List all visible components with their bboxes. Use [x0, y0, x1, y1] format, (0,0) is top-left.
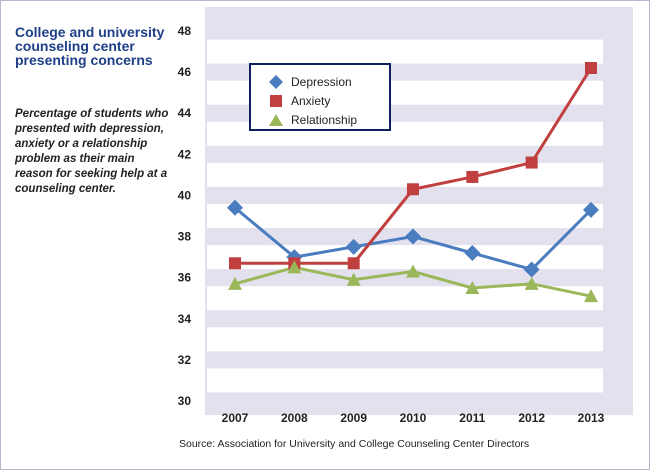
- grid-stripe: [207, 368, 603, 393]
- data-point-anxiety: [229, 257, 241, 270]
- grid-stripe: [207, 327, 603, 352]
- data-point-relationship: [406, 264, 420, 278]
- legend-item: Anxiety: [265, 91, 389, 110]
- y-tick-label: 44: [178, 106, 192, 120]
- data-point-anxiety: [466, 170, 479, 183]
- data-point-depression: [464, 245, 481, 261]
- x-tick-label: 2010: [400, 411, 427, 425]
- grid-stripe: [207, 39, 603, 64]
- y-axis: 30 32 34 36 38 40 42 44 46 48: [178, 24, 192, 408]
- x-tick-label: 2009: [340, 411, 367, 425]
- x-tick-label: 2008: [281, 411, 308, 425]
- x-tick-label: 2011: [459, 411, 485, 425]
- square-marker-icon: [270, 94, 282, 107]
- plot-area: 30 32 34 36 38 40 42 44 46 48 2007 2008 2009 2010 201…: [178, 7, 633, 425]
- y-tick-label: 34: [178, 312, 192, 326]
- source-note: Source: Association for University and C…: [179, 438, 530, 450]
- data-point-depression: [583, 201, 599, 218]
- x-axis: 2007 2008 2009 2010 2011 2012 2013: [222, 411, 605, 425]
- legend-label: Anxiety: [291, 93, 331, 108]
- diamond-marker-icon: [269, 74, 283, 89]
- data-point-relationship: [228, 276, 242, 290]
- data-point-anxiety: [347, 257, 360, 270]
- data-point-depression: [227, 199, 243, 216]
- data-point-relationship: [524, 276, 539, 290]
- chart-title: College and university counseling center…: [15, 24, 165, 68]
- data-point-relationship: [346, 272, 361, 286]
- data-point-anxiety: [407, 183, 419, 196]
- data-point-depression: [345, 238, 362, 255]
- y-tick-label: 32: [178, 353, 192, 367]
- legend: Depression Anxiety Relationship: [249, 63, 391, 131]
- triangle-marker-icon: [269, 113, 283, 126]
- x-tick-label: 2013: [578, 411, 605, 425]
- y-tick-label: 30: [178, 394, 192, 408]
- x-tick-label: 2007: [222, 411, 249, 425]
- y-tick-label: 40: [178, 188, 192, 202]
- chart-subtitle: Percentage of students who presented wit…: [15, 108, 169, 195]
- data-point-relationship: [287, 260, 302, 274]
- y-tick-label: 46: [178, 65, 192, 79]
- series-markers: [227, 62, 599, 303]
- grid-stripe: [207, 286, 603, 311]
- legend-label: Relationship: [291, 112, 358, 127]
- y-tick-label: 42: [178, 147, 192, 161]
- y-tick-label: 38: [178, 230, 192, 244]
- legend-item: Depression: [265, 72, 389, 91]
- data-point-anxiety: [585, 62, 597, 74]
- data-point-depression: [405, 228, 421, 245]
- grid-stripe: [207, 162, 603, 187]
- legend-label: Depression: [291, 74, 352, 89]
- data-point-relationship: [465, 280, 480, 294]
- y-tick-label: 48: [178, 24, 192, 38]
- legend-item: Relationship: [265, 110, 389, 129]
- y-tick-label: 36: [178, 271, 192, 285]
- grid-stripe: [207, 204, 603, 228]
- data-point-relationship: [584, 289, 598, 303]
- data-point-depression: [523, 261, 540, 278]
- x-tick-label: 2012: [518, 411, 545, 425]
- data-point-anxiety: [525, 156, 538, 169]
